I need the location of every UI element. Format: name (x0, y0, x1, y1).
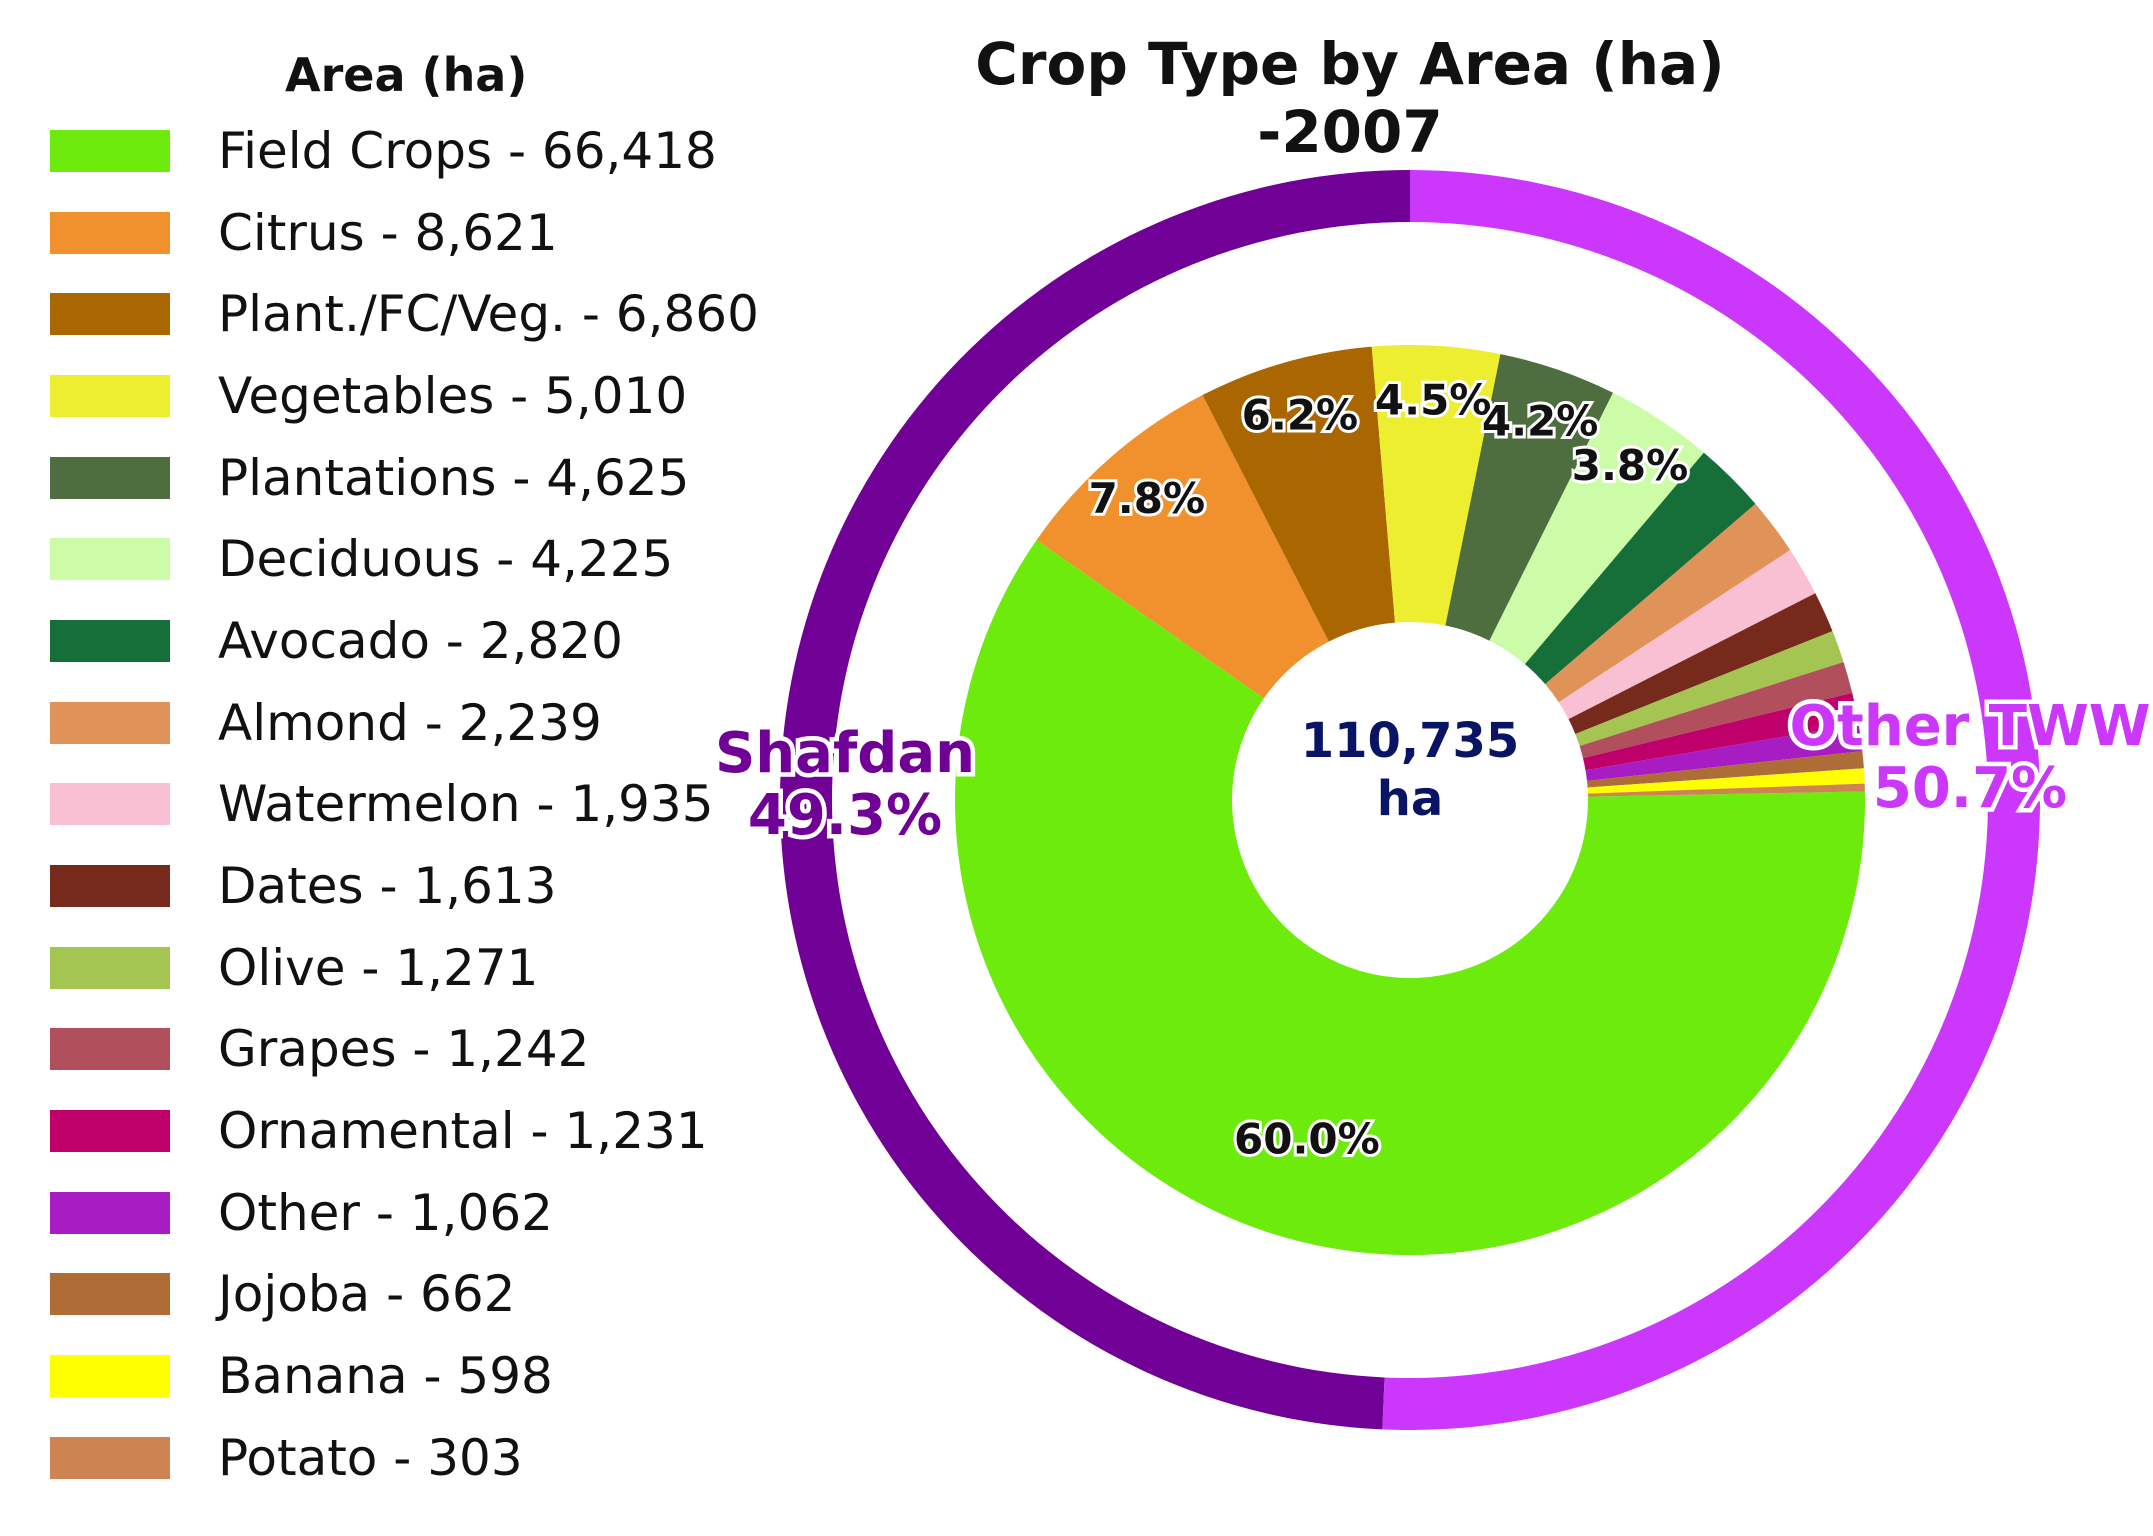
legend-label: Vegetables - 5,010 (218, 366, 688, 425)
legend-label: Jojoba - 662 (218, 1265, 516, 1324)
inner-ring (955, 345, 1865, 1255)
legend-item-deciduous: Deciduous - 4,225 (50, 518, 770, 600)
outer-pct-other-tww: 50.7% (1873, 756, 2067, 821)
legend-swatch (50, 129, 170, 172)
legend-item-potato: Potato - 303 (50, 1417, 770, 1499)
legend-swatch (50, 1191, 170, 1234)
legend-swatch (50, 1273, 170, 1316)
inner-slice-watermelon (1558, 550, 1816, 720)
legend-label: Almond - 2,239 (218, 693, 602, 752)
inner-slice-field-crops (955, 540, 1865, 1255)
legend-label: Potato - 303 (218, 1428, 523, 1487)
inner-slice-avocado (1524, 452, 1756, 685)
outer-name-other-tww: Other TWW (1789, 694, 2150, 759)
legend-swatch (50, 619, 170, 662)
chart-title: Crop Type by Area (ha) -2007 (975, 30, 1725, 166)
legend-item-vegetables: Vegetables - 5,010 (50, 355, 770, 437)
legend-item-jojoba: Jojoba - 662 (50, 1254, 770, 1336)
inner-slice-dates (1568, 593, 1833, 734)
legend-item-dates: Dates - 1,613 (50, 845, 770, 927)
inner-slice-olive (1575, 631, 1844, 747)
legend-label: Grapes - 1,242 (218, 1020, 590, 1079)
inner-slice-plantations (1445, 354, 1614, 641)
legend-swatch (50, 865, 170, 908)
legend-item-ornamental: Ornamental - 1,231 (50, 1090, 770, 1172)
legend-item-grapes: Grapes - 1,242 (50, 1009, 770, 1091)
data-label-deciduous: 3.8% (1572, 441, 1688, 490)
slice-labels: 60.0% 7.8% 6.2% 4.5%4.2%3.8% (1086, 373, 1692, 1167)
legend-label: Avocado - 2,820 (218, 611, 623, 670)
inner-slice-deciduous (1489, 392, 1704, 665)
data-label-vegetables: 4.5% (1375, 376, 1491, 425)
legend-label: Plant./FC/Veg. - 6,860 (218, 285, 759, 344)
legend-item-other: Other - 1,062 (50, 1172, 770, 1254)
legend-label: Dates - 1,613 (218, 857, 557, 916)
legend-items: Field Crops - 66,418 Citrus - 8,621 Plant.… (50, 110, 770, 1499)
legend-swatch (50, 211, 170, 254)
legend-swatch (50, 946, 170, 989)
legend-label: Field Crops - 66,418 (218, 121, 717, 180)
legend-swatch (50, 538, 170, 581)
inner-slice-jojoba (1586, 751, 1864, 788)
data-label-field-crops: 60.0% (1234, 1115, 1380, 1164)
outer-label-shafdan: Shafdan 49.3% (710, 717, 979, 853)
legend-item-almond: Almond - 2,239 (50, 682, 770, 764)
legend-label: Ornamental - 1,231 (218, 1102, 708, 1161)
legend-swatch (50, 1028, 170, 1071)
legend-label: Banana - 598 (218, 1347, 553, 1406)
legend-swatch (50, 701, 170, 744)
legend-item-avocado: Avocado - 2,820 (50, 600, 770, 682)
legend-item-plantations: Plantations - 4,625 (50, 437, 770, 519)
legend-label: Watermelon - 1,935 (218, 775, 714, 834)
legend-swatch (50, 1355, 170, 1398)
legend-label: Other - 1,062 (218, 1183, 553, 1242)
legend-item-field-crops: Field Crops - 66,418 (50, 110, 770, 192)
inner-slice-citrus (1036, 395, 1329, 699)
legend-swatch (50, 1110, 170, 1153)
legend-swatch (50, 293, 170, 336)
inner-slice-vegetables (1371, 345, 1501, 626)
data-label-plantations: 4.2% (1482, 397, 1598, 446)
inner-slice-grapes (1579, 662, 1853, 759)
legend-item-plant-fc-veg: Plant./FC/Veg. - 6,860 (50, 273, 770, 355)
inner-slice-plant-fc-veg (1202, 346, 1396, 642)
legend-item-citrus: Citrus - 8,621 (50, 192, 770, 274)
outer-pct-shafdan: 49.3% (748, 783, 942, 848)
legend-item-watermelon: Watermelon - 1,935 (50, 764, 770, 846)
legend-label: Plantations - 4,625 (218, 448, 690, 507)
legend-title: Area (ha) (285, 48, 528, 102)
legend-item-olive: Olive - 1,271 (50, 927, 770, 1009)
legend-label: Deciduous - 4,225 (218, 530, 674, 589)
legend-label: Citrus - 8,621 (218, 203, 558, 262)
data-label-citrus: 7.8% (1089, 474, 1205, 523)
inner-slice-potato (1587, 783, 1865, 797)
center-value: 110,735 (1301, 713, 1520, 769)
inner-slice-ornamental (1582, 692, 1859, 771)
inner-slice-almond (1545, 503, 1791, 703)
legend: Area (ha) Field Crops - 66,418 Citrus - 8… (50, 40, 770, 1499)
legend-label: Olive - 1,271 (218, 938, 539, 997)
legend-swatch (50, 783, 170, 826)
outer-name-shafdan: Shafdan (715, 721, 975, 786)
legend-item-banana: Banana - 598 (50, 1335, 770, 1417)
outer-label-other-tww: Other TWW 50.7% (1785, 690, 2153, 826)
legend-swatch (50, 1436, 170, 1479)
legend-swatch (50, 456, 170, 499)
legend-swatch (50, 374, 170, 417)
inner-slice-banana (1587, 768, 1865, 794)
data-label-plant-fc-veg: 6.2% (1242, 390, 1358, 439)
center-unit: ha (1377, 771, 1444, 827)
inner-slice-other (1585, 724, 1863, 781)
